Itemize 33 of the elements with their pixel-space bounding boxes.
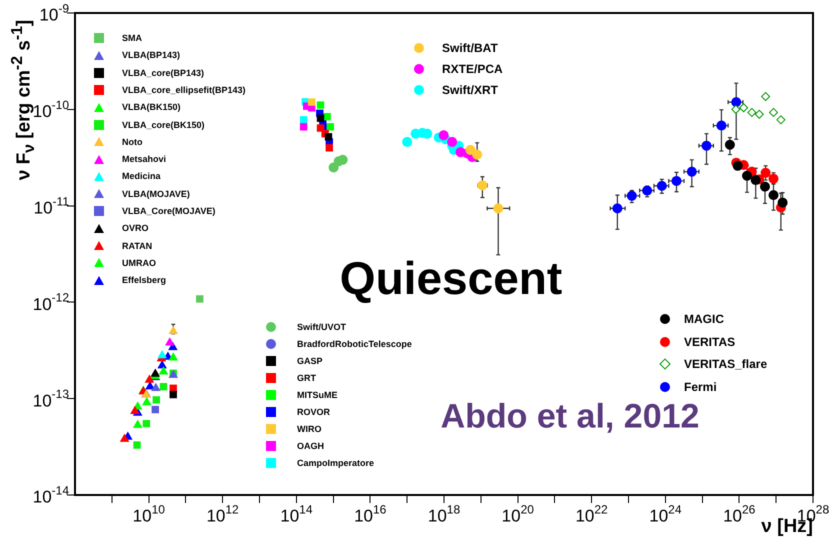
legend-label: GRT	[297, 373, 316, 383]
legend-label: RATAN	[122, 240, 152, 251]
legend-label: Noto	[122, 136, 142, 147]
legend-label: Fermi	[684, 380, 717, 394]
legend-label: SMA	[122, 33, 142, 43]
annotation: Quiescent	[340, 251, 562, 305]
legend-label: GASP	[297, 356, 323, 366]
legend-label: Effelsberg	[122, 275, 166, 286]
legend-label: VLBA_core(BK150)	[122, 120, 205, 130]
legend-label: Swift/BAT	[442, 41, 498, 55]
legend-label: Metsahovi	[122, 154, 166, 164]
legend-label: VERITAS	[684, 334, 736, 349]
legend-label: RXTE/PCA	[442, 62, 503, 76]
legend-label: MITSuME	[297, 390, 338, 400]
legend-label: OAGH	[297, 441, 324, 451]
legend-label: MAGIC	[684, 312, 724, 326]
legend-label: Swift/UVOT	[297, 322, 346, 332]
legend-label: CampoImperatore	[297, 458, 374, 468]
legend-label: VLBA_core_ellipsefit(BP143)	[122, 84, 246, 95]
legend-label: Swift/XRT	[442, 83, 498, 97]
annotation: Abdo et al, 2012	[440, 398, 700, 436]
legend-label: VLBA(BK150)	[122, 102, 181, 112]
legend-label: Medicina	[122, 171, 161, 182]
legend-label: ROVOR	[297, 407, 330, 417]
legend-label: BradfordRoboticTelescope	[297, 339, 412, 349]
legend-label: WIRO	[297, 424, 322, 434]
legend-label: VLBA_Core(MOJAVE)	[122, 206, 216, 216]
legend-label: OVRO	[122, 223, 149, 234]
legend-label: VLBA(MOJAVE)	[122, 188, 190, 199]
legend-label: VLBA_core(BP143)	[122, 68, 204, 78]
legend-label: VERITAS_flare	[684, 357, 768, 372]
legend-label: UMRAO	[122, 258, 156, 268]
legend-label: VLBA(BP143)	[122, 50, 180, 60]
